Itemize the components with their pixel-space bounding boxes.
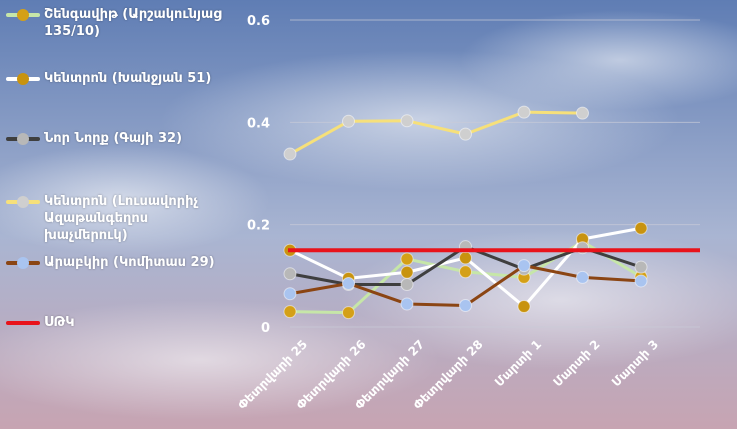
- data-point: [517, 300, 531, 314]
- data-point: [576, 106, 589, 120]
- data-point: [459, 265, 472, 279]
- y-tick-label: 0.2: [247, 219, 270, 234]
- data-point: [517, 105, 531, 119]
- x-tick-label: Մարտի 1: [492, 337, 544, 389]
- data-point: [634, 260, 648, 274]
- data-point: [400, 252, 414, 266]
- data-point: [400, 265, 414, 279]
- data-point: [459, 127, 472, 141]
- data-point: [459, 251, 472, 265]
- data-point: [283, 147, 297, 161]
- data-point: [283, 267, 297, 281]
- data-point: [517, 259, 531, 273]
- data-point: [342, 306, 355, 320]
- y-tick-label: 0: [261, 321, 270, 336]
- data-point: [283, 305, 297, 319]
- x-tick-label: Մարտի 2: [550, 337, 602, 389]
- series-4: [283, 259, 648, 313]
- data-point: [400, 114, 414, 128]
- y-tick-label: 0.6: [247, 14, 270, 29]
- y-axis-ticks: 0 0.2 0.4 0.6: [247, 14, 270, 336]
- series-layer: [283, 105, 648, 320]
- data-point: [576, 270, 589, 284]
- data-point: [283, 287, 297, 301]
- series-line: [289, 110, 583, 156]
- data-point: [342, 277, 355, 291]
- data-point: [342, 114, 355, 128]
- data-point: [634, 221, 648, 235]
- data-point: [400, 297, 414, 311]
- y-tick-label: 0.4: [247, 116, 270, 131]
- series-3: [283, 105, 589, 161]
- data-point: [459, 299, 472, 313]
- x-tick-label: Մարտի 3: [609, 337, 661, 389]
- data-point: [400, 278, 414, 292]
- data-point: [634, 274, 648, 288]
